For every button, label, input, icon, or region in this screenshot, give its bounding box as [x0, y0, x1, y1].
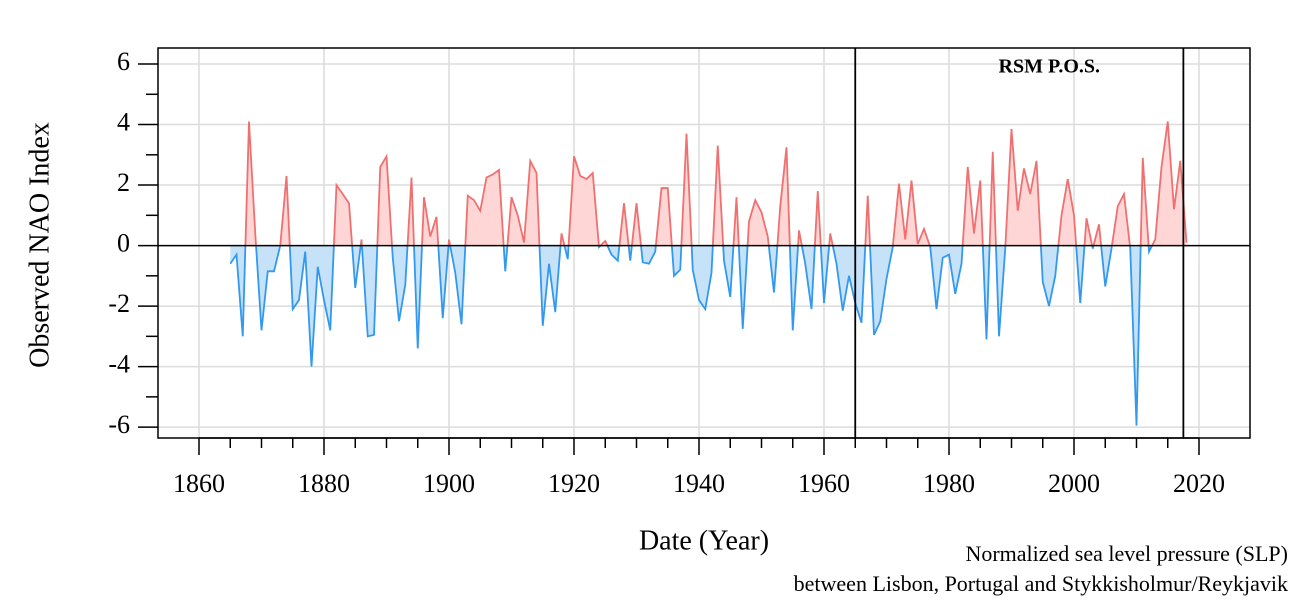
- area-neg: [230, 245, 1187, 426]
- x-tick-label: 1920: [548, 469, 600, 498]
- x-tick-label: 1900: [423, 469, 475, 498]
- line-neg: [229, 245, 1154, 426]
- x-tick-label: 1860: [173, 469, 225, 498]
- y-tick-label: -4: [108, 350, 130, 379]
- caption: Normalized sea level pressure (SLP): [965, 541, 1288, 566]
- y-tick-label: 0: [117, 229, 130, 258]
- y-tick-label: 2: [117, 168, 130, 197]
- y-tick-label: -6: [108, 410, 130, 439]
- y-tick-label: 6: [117, 47, 130, 76]
- x-tick-label: 1960: [798, 469, 850, 498]
- caption: between Lisbon, Portugal and Stykkisholm…: [794, 571, 1288, 596]
- x-tick-label: 1940: [673, 469, 725, 498]
- x-tick-label: 1880: [298, 469, 350, 498]
- y-tick-label: -2: [108, 289, 130, 318]
- y-tick-label: 4: [117, 108, 130, 137]
- line-pos: [244, 121, 1188, 246]
- x-tick-label: 2020: [1173, 469, 1225, 498]
- annotation: RSM P.O.S.: [999, 56, 1101, 78]
- x-tick-label: 2000: [1048, 469, 1100, 498]
- x-tick-label: 1980: [923, 469, 975, 498]
- x-axis-label: Date (Year): [639, 525, 769, 556]
- y-axis-label: Observed NAO Index: [24, 122, 55, 368]
